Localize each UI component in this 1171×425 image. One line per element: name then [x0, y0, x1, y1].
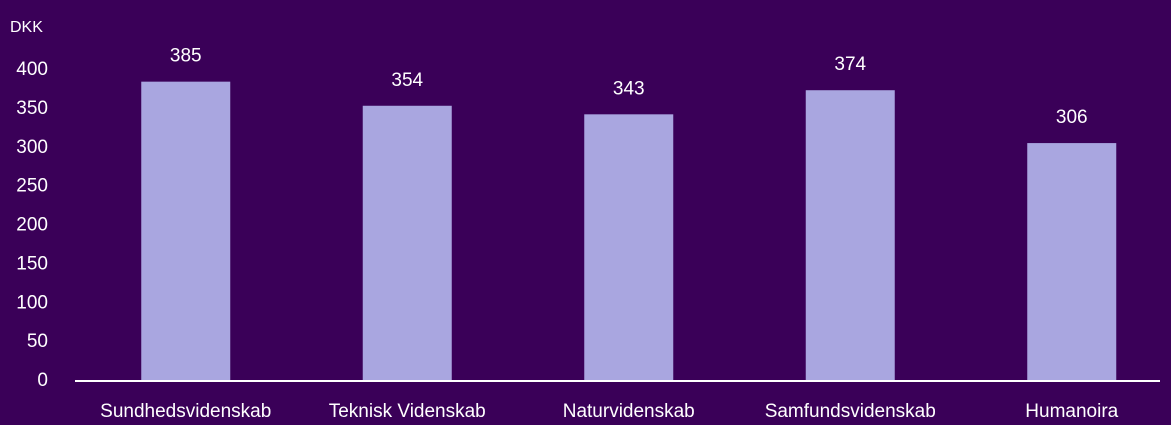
x-tick-label: Naturvidenskab [563, 401, 695, 422]
bar [141, 81, 231, 381]
y-tick-label: 50 [27, 331, 48, 352]
x-tick-label: Sundhedsvidenskab [100, 401, 271, 422]
y-tick-label: 250 [16, 176, 48, 197]
value-label: 374 [834, 54, 866, 75]
bar [805, 90, 895, 381]
x-tick-label: Humanoira [1025, 401, 1118, 422]
value-label: 385 [170, 46, 202, 67]
y-tick-label: 350 [16, 98, 48, 119]
bar [584, 114, 674, 381]
value-label: 354 [391, 70, 423, 91]
x-tick-label: Teknisk Videnskab [329, 401, 486, 422]
y-tick-label: 400 [16, 59, 48, 80]
bar [362, 105, 452, 381]
y-tick-label: 0 [37, 370, 48, 391]
x-tick-label: Samfundsvidenskab [765, 401, 936, 422]
y-tick-label: 150 [16, 253, 48, 274]
bar [1027, 143, 1117, 381]
y-tick-label: 200 [16, 215, 48, 236]
y-axis-label: DKK [10, 19, 43, 36]
y-tick-label: 300 [16, 137, 48, 158]
value-label: 343 [613, 78, 645, 99]
y-tick-label: 100 [16, 292, 48, 313]
value-label: 306 [1056, 107, 1088, 128]
